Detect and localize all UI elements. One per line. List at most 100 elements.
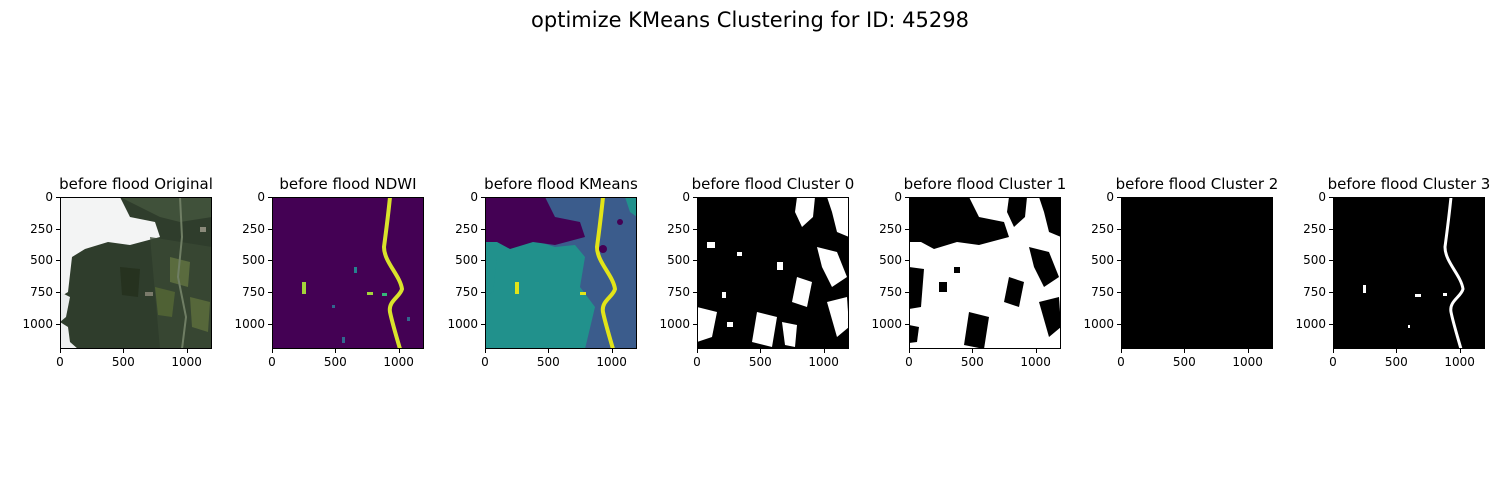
panel-title: before flood Cluster 3 [1327,175,1491,193]
x-tick [611,349,613,353]
x-tick-label: 0 [481,355,489,369]
panel-title: before flood Cluster 0 [691,175,855,193]
y-tick [268,292,272,293]
x-tick-label: 1000 [171,355,202,369]
suptitle: optimize KMeans Clustering for ID: 45298 [531,8,969,32]
y-tick [56,323,60,325]
x-tick [1184,349,1186,353]
y-tick [693,292,697,293]
x-tick-label: 1000 [383,355,414,369]
cluster-3-image [1333,197,1485,349]
panel-cluster-1: before flood Cluster 1 0 250 500 750 1000 0 50… [871,172,1149,382]
y-tick [1329,292,1333,293]
y-tick [481,197,485,198]
x-tick-label: 500 [111,355,135,369]
x-tick [123,349,125,353]
x-tick [272,349,273,353]
y-tick-label: 500 [667,253,690,268]
x-tick-label: 0 [56,355,64,369]
axes-frame [60,197,212,349]
cluster-2-image [1121,197,1273,349]
panel-title: before flood Cluster 1 [903,175,1067,193]
y-tick-label: 250 [30,221,53,236]
x-tick-label: 1000 [1232,355,1263,369]
panel-cluster-3: before flood Cluster 3 0 250 500 750 1000 0 50… [1295,172,1500,382]
x-tick-label: 500 [748,355,772,369]
y-tick [56,228,60,230]
y-tick-label: 500 [1303,253,1326,268]
panel-kmeans: before flood KMeans 0 250 500 750 1000 0 500 10… [447,172,725,382]
y-tick-label: 500 [30,253,53,268]
x-tick [60,349,61,353]
x-tick-label: 1000 [596,355,627,369]
y-tick-label: 1000 [871,316,902,331]
y-tick-label: 0 [257,190,265,204]
axes-frame [485,197,637,349]
y-tick-label: 250 [667,221,690,236]
axes-frame [1333,197,1485,349]
x-tick [909,349,910,353]
x-tick [398,349,400,353]
panel-title: before flood Cluster 2 [1115,175,1279,193]
axes-frame [1121,197,1273,349]
x-tick [1333,349,1334,353]
y-tick [56,260,60,262]
kmeans-image [485,197,637,349]
y-tick-label: 250 [1091,221,1114,236]
y-tick [268,228,272,230]
x-tick [1459,349,1461,353]
y-tick [905,292,909,293]
y-tick-label: 750 [455,285,478,299]
y-tick-label: 1000 [447,316,478,331]
x-tick-label: 500 [323,355,347,369]
ndwi-image [272,197,424,349]
x-tick [1035,349,1037,353]
x-tick-label: 0 [268,355,276,369]
y-tick-label: 1000 [234,316,265,331]
y-tick-label: 750 [1091,285,1114,299]
x-tick [186,349,188,353]
y-tick [268,323,272,325]
y-tick [481,292,485,293]
x-tick [760,349,762,353]
y-tick [56,292,60,293]
y-tick [56,197,60,198]
x-tick-label: 500 [536,355,560,369]
y-tick-label: 0 [682,190,690,204]
x-tick-label: 500 [1172,355,1196,369]
y-tick [1117,323,1121,325]
axes-frame [909,197,1061,349]
x-tick-label: 0 [1117,355,1125,369]
x-tick-label: 1000 [1444,355,1475,369]
y-tick [1117,228,1121,230]
panel-ndwi: before flood NDWI 0 250 500 750 1000 0 500 1000 [234,172,512,382]
y-tick [1329,323,1333,325]
x-tick [335,349,337,353]
y-tick-label: 750 [30,285,53,299]
x-tick-label: 1000 [1020,355,1051,369]
panel-cluster-0: before flood Cluster 0 0 250 500 750 1000 0 50… [659,172,937,382]
panel-cluster-2: before flood Cluster 2 0 250 500 750 1000 0 50… [1083,172,1361,382]
y-tick [481,323,485,325]
y-tick-label: 0 [45,190,53,204]
x-tick-label: 0 [693,355,701,369]
y-tick [481,228,485,230]
y-tick [268,197,272,198]
y-tick-label: 250 [879,221,902,236]
y-tick-label: 0 [1106,190,1114,204]
y-tick-label: 1000 [659,316,690,331]
cluster-1-image [909,197,1061,349]
y-tick [1117,197,1121,198]
panel-title: before flood NDWI [279,175,417,193]
y-tick [693,228,697,230]
y-tick-label: 1000 [1295,316,1326,331]
panel-original: before flood Original 0 250 500 750 1000 0 500… [22,172,300,382]
y-tick [693,323,697,325]
x-tick-label: 0 [1329,355,1337,369]
y-tick-label: 250 [455,221,478,236]
y-tick-label: 750 [667,285,690,299]
axes-frame [697,197,849,349]
y-tick-label: 250 [1303,221,1326,236]
y-tick-label: 500 [455,253,478,268]
x-tick [1247,349,1249,353]
